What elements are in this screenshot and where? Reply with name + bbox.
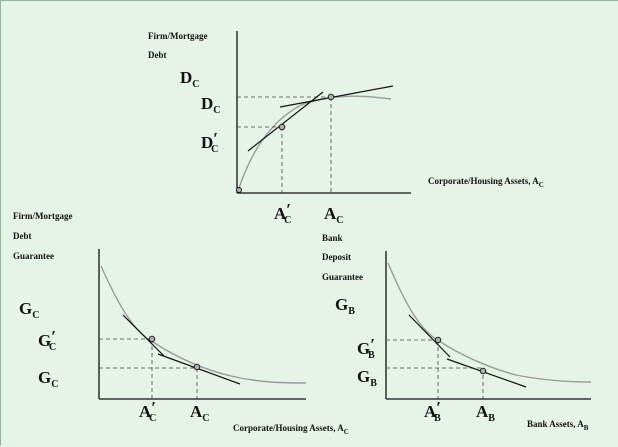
left-panel: Firm/Mortgage Debt Guarantee GC G′ C GC A… (13, 211, 349, 436)
left-x-marker-2: AC (190, 402, 210, 424)
left-point-low (193, 363, 201, 371)
right-y-marker-1: GB (335, 295, 355, 317)
left-y-marker-3: GC (38, 368, 58, 390)
right-tangent-steep (408, 314, 451, 358)
right-point-high (434, 336, 442, 344)
left-ylabel-line-1: Firm/Mortgage (13, 211, 72, 221)
right-x-marker-1: A′ B (424, 398, 441, 424)
top-y-marker-1: DC (180, 68, 200, 90)
left-xlabel: Corporate/Housing Assets, AC (233, 423, 349, 436)
right-panel: Bank Deposit Guarantee GB G′ B GB A′ B AB … (322, 233, 592, 432)
top-tangent-flat (279, 85, 394, 108)
left-tangent-steep (122, 314, 165, 357)
left-x-marker-1: A′ C (139, 398, 156, 424)
left-point-high (148, 335, 156, 343)
top-xlabel: Corporate/Housing Assets, AC (428, 176, 544, 189)
right-x-marker-2: AB (476, 402, 495, 424)
top-x-marker-2: AC (324, 204, 344, 226)
top-y-marker-3: D′ C (201, 129, 218, 155)
right-y-marker-3: GB (357, 367, 377, 389)
right-ylabel-line-2: Deposit (322, 252, 351, 262)
right-tangent-flat (446, 358, 527, 388)
top-point-high (327, 93, 335, 101)
right-ylabel-line-1: Bank (322, 233, 343, 243)
top-x-marker-1: A′ C (274, 200, 291, 226)
top-point-low (278, 123, 286, 131)
top-point-origin (236, 187, 242, 193)
top-panel: Firm/Mortgage Debt DC DC D′ C Corporate/H… (148, 31, 544, 226)
left-guarantee-curve (100, 265, 307, 384)
left-y-marker-1: GC (19, 299, 39, 321)
left-y-marker-2: G′ C (38, 327, 56, 353)
right-ylabel-line-3: Guarantee (322, 272, 363, 282)
top-y-marker-2: DC (201, 94, 221, 116)
top-ylabel-line-1: Firm/Mortgage (148, 31, 207, 41)
top-debt-curve (237, 95, 392, 192)
left-ylabel-line-2: Debt (13, 231, 32, 241)
top-ylabel-line-2: Debt (148, 50, 167, 60)
right-xlabel: Bank Assets, AB (527, 419, 589, 432)
right-guarantee-curve (387, 262, 592, 383)
left-ylabel-line-3: Guarantee (13, 251, 54, 261)
right-y-marker-2: G′ B (357, 335, 375, 361)
right-point-low (479, 367, 487, 375)
